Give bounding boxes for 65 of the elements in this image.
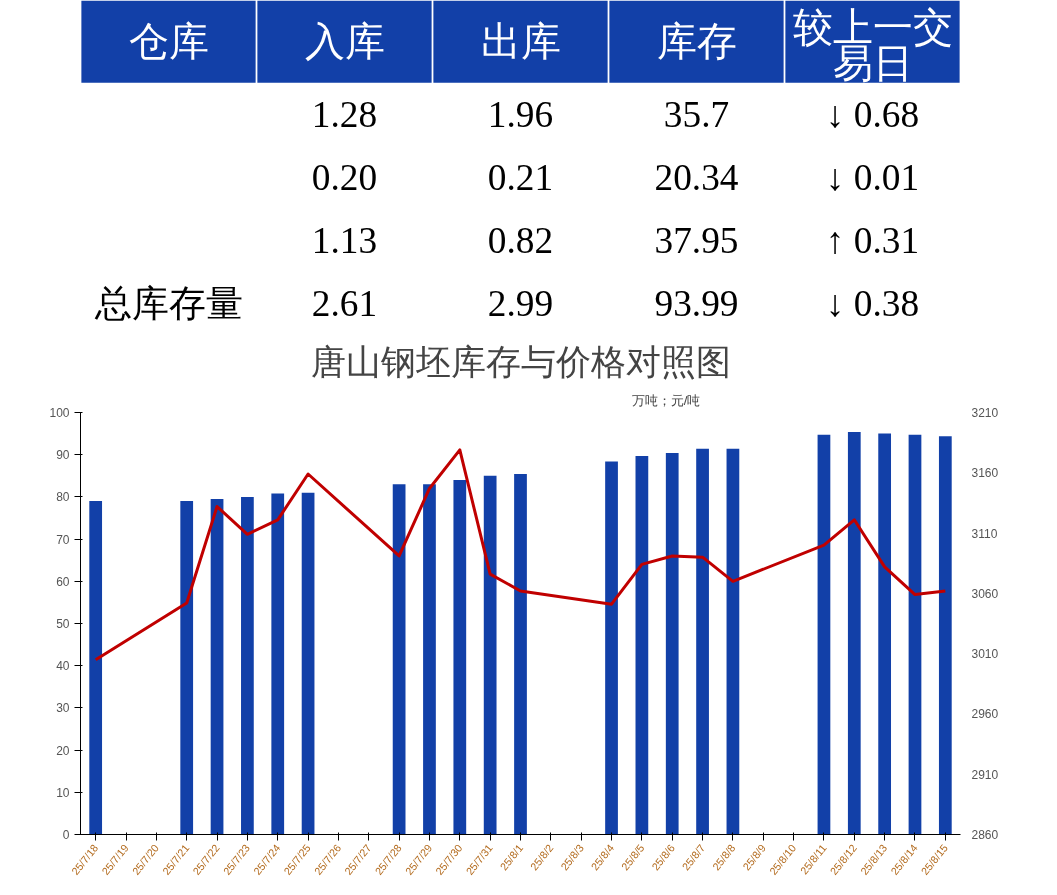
y-tick-label: 60 bbox=[56, 574, 70, 589]
y2-tick-label: 3110 bbox=[971, 526, 998, 541]
y2-tick-label: 3160 bbox=[971, 466, 999, 481]
bar bbox=[847, 431, 861, 835]
y2-tick-label: 2910 bbox=[971, 767, 999, 782]
bar bbox=[301, 492, 315, 835]
bar bbox=[210, 499, 224, 835]
text: 0.20 bbox=[311, 156, 378, 198]
category-label: 入库 bbox=[304, 19, 385, 65]
chart-title: 唐山钢坯库存与价格对照图 bbox=[310, 342, 731, 381]
text: 1.28 bbox=[311, 93, 378, 135]
text: 0.82 bbox=[487, 220, 554, 262]
bar bbox=[453, 480, 467, 835]
y2-tick-label: 3010 bbox=[971, 647, 999, 662]
text: 37.95 bbox=[654, 220, 739, 262]
y-tick-label: 40 bbox=[56, 659, 70, 674]
text: 0.21 bbox=[487, 156, 554, 198]
text: 35.7 bbox=[663, 93, 730, 135]
bar bbox=[878, 433, 892, 835]
y-tick-label: 50 bbox=[56, 617, 70, 631]
y2-tick-label: 3210 bbox=[971, 406, 999, 420]
category-label: 较上一交易日 bbox=[792, 4, 953, 87]
bar bbox=[696, 448, 709, 835]
category-label: 出库 bbox=[480, 19, 561, 65]
y2-tick-label: 2960 bbox=[971, 707, 999, 722]
text: ↓ 0.01 bbox=[825, 156, 920, 198]
text: ↓ 0.68 bbox=[825, 93, 920, 135]
y-tick-label: 20 bbox=[56, 743, 70, 758]
bar bbox=[89, 501, 103, 835]
bar bbox=[483, 475, 497, 835]
text: 万吨；元/吨 bbox=[631, 392, 701, 408]
bar bbox=[817, 434, 831, 835]
y2-tick-label: 3060 bbox=[971, 586, 999, 601]
text: 2.99 bbox=[487, 283, 554, 325]
y-tick-label: 80 bbox=[56, 490, 70, 505]
bar bbox=[938, 436, 952, 835]
bar bbox=[392, 484, 406, 835]
bar bbox=[271, 493, 285, 835]
bar bbox=[908, 434, 922, 835]
y-tick-label: 70 bbox=[56, 532, 70, 547]
bar bbox=[665, 453, 679, 835]
bar bbox=[726, 448, 740, 835]
text: 2.61 bbox=[311, 283, 378, 325]
y2-tick-label: 2860 bbox=[971, 828, 999, 842]
bar bbox=[423, 484, 436, 835]
text: 1.13 bbox=[311, 220, 378, 262]
y-tick-label: 0 bbox=[62, 828, 70, 842]
line-series bbox=[94, 448, 947, 662]
text: 1.96 bbox=[487, 93, 554, 135]
bar bbox=[241, 496, 254, 835]
bar bbox=[514, 474, 527, 835]
category-label: 库存 bbox=[656, 19, 737, 65]
text: 20.34 bbox=[654, 156, 739, 198]
text: 总库存量 bbox=[94, 283, 243, 325]
y-tick-label: 90 bbox=[56, 448, 70, 463]
bar bbox=[180, 501, 194, 835]
text: ↑ 0.31 bbox=[825, 220, 920, 262]
y-tick-label: 30 bbox=[56, 701, 70, 716]
text: 93.99 bbox=[654, 283, 739, 325]
bar bbox=[635, 455, 649, 835]
text: ↓ 0.38 bbox=[825, 283, 920, 325]
y-tick-label: 100 bbox=[49, 406, 70, 420]
bar bbox=[605, 461, 618, 835]
y-tick-label: 10 bbox=[56, 785, 70, 800]
category-label: 仓库 bbox=[128, 19, 209, 65]
